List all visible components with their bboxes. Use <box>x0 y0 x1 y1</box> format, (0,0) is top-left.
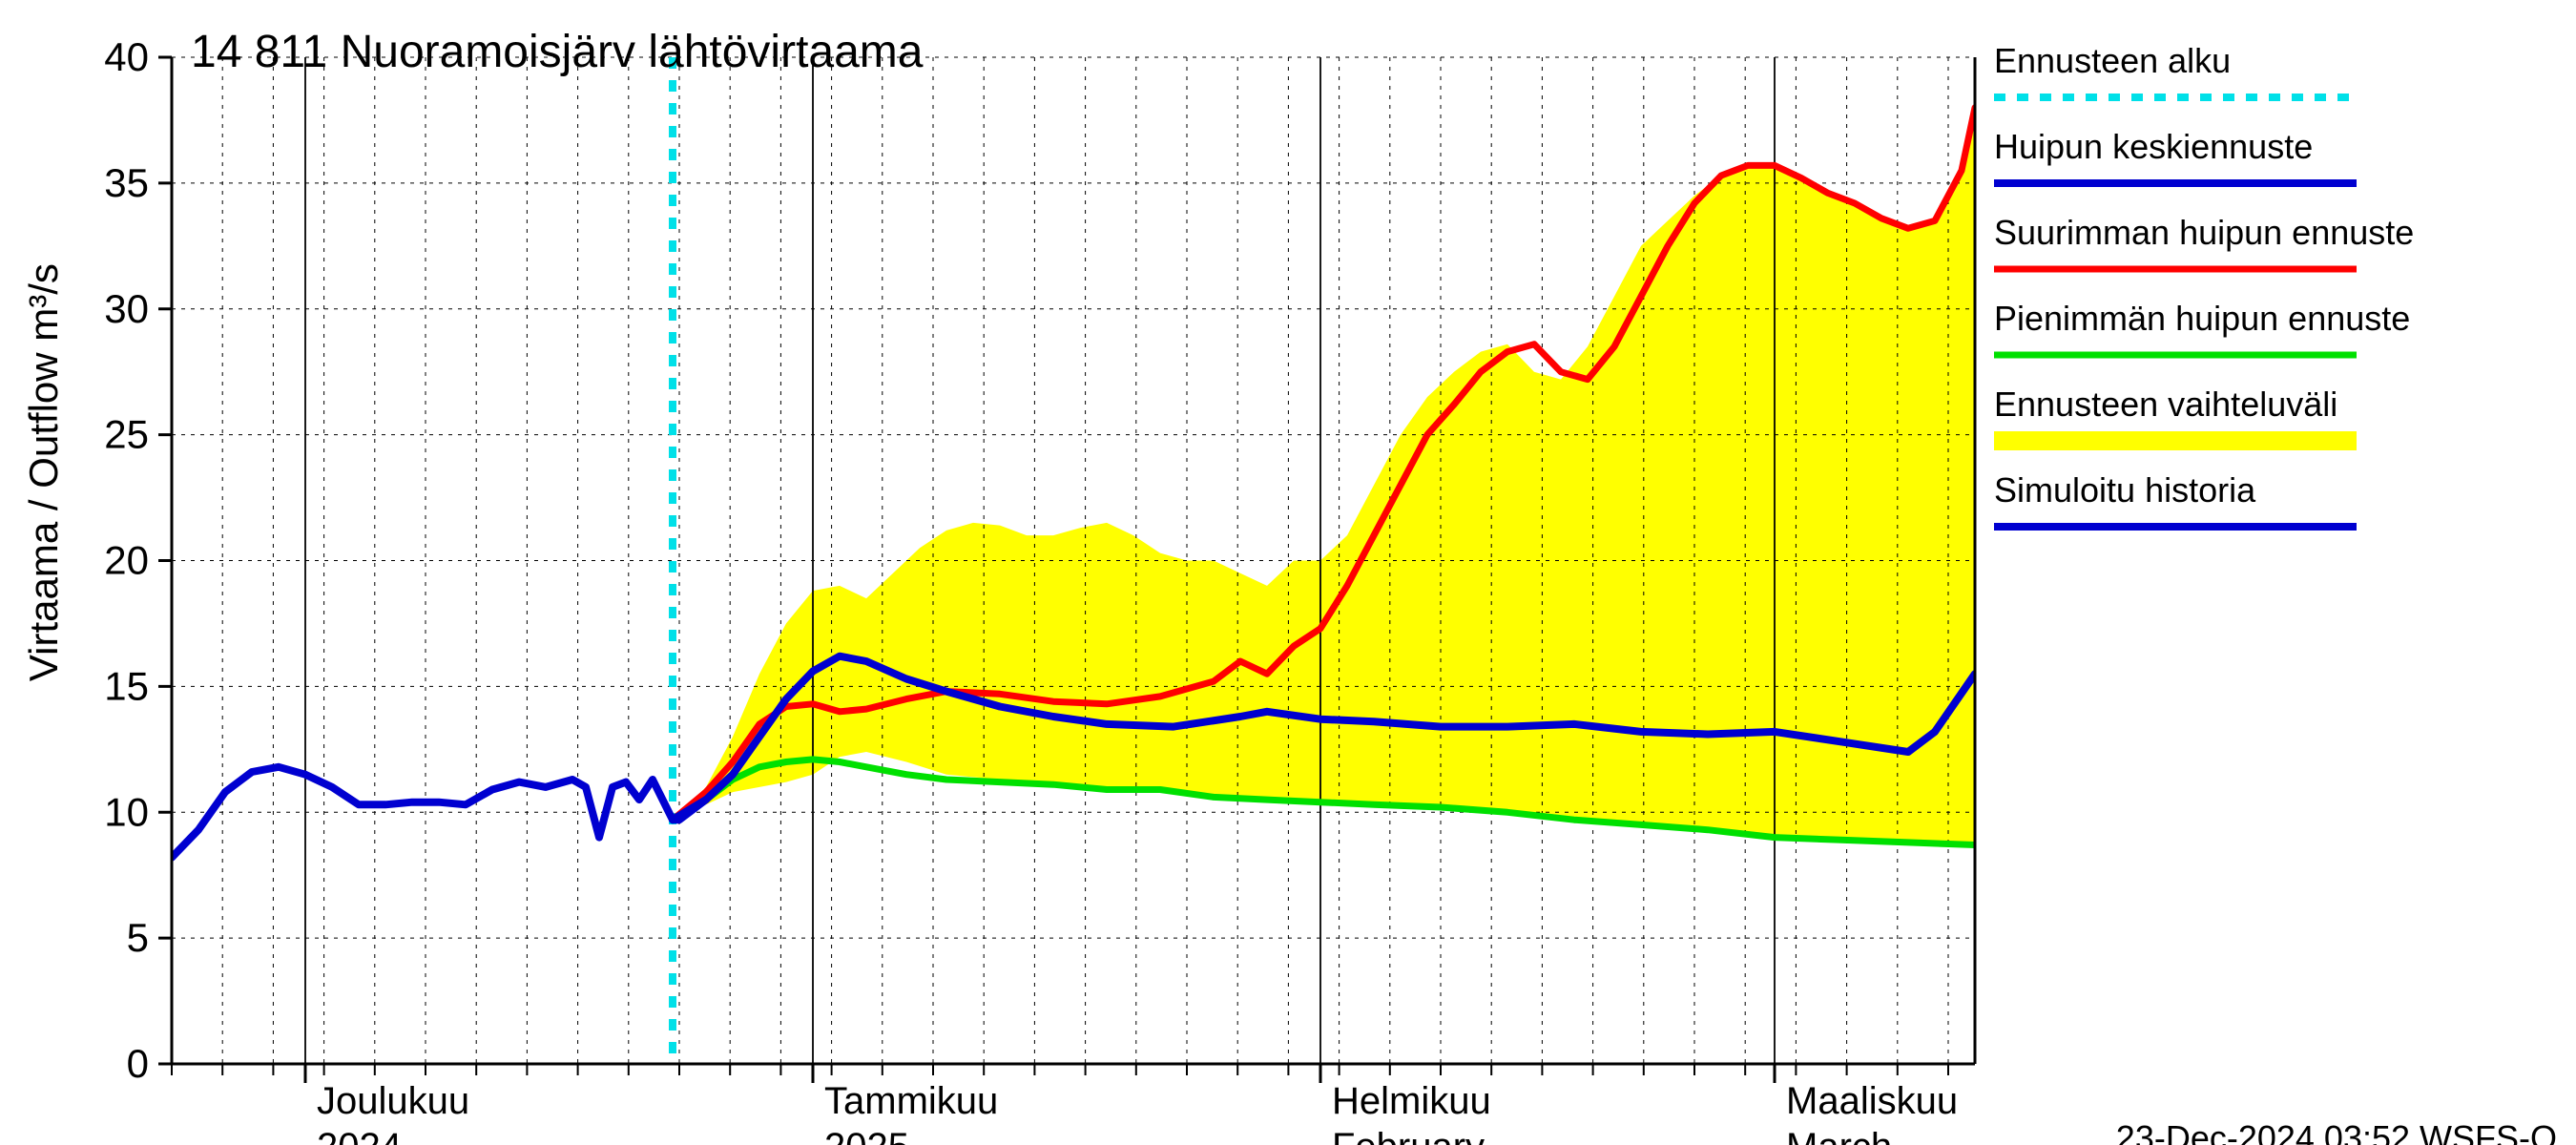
legend-label: Ennusteen vaihteluväli <box>1994 385 2337 424</box>
x-month-label: Maaliskuu <box>1786 1080 1958 1122</box>
x-month-label: Tammikuu <box>824 1080 998 1122</box>
legend-label: Pienimmän huipun ennuste <box>1994 299 2410 338</box>
chart-title: 14 811 Nuoramoisjärv lähtövirtaama <box>191 27 924 77</box>
y-tick-label: 35 <box>104 160 149 205</box>
y-tick-label: 10 <box>104 789 149 834</box>
footer-timestamp: 23-Dec-2024 03:52 WSFS-O <box>2116 1118 2557 1145</box>
x-month-label: Helmikuu <box>1332 1080 1491 1122</box>
x-month-sublabel: February <box>1332 1126 1485 1145</box>
x-month-label: Joulukuu <box>317 1080 469 1122</box>
y-tick-label: 30 <box>104 286 149 331</box>
legend-label: Suurimman huipun ennuste <box>1994 213 2414 252</box>
flow-forecast-chart: 0510152025303540Joulukuu2024Tammikuu2025… <box>0 0 2576 1145</box>
y-tick-label: 40 <box>104 34 149 79</box>
y-tick-label: 20 <box>104 538 149 583</box>
y-tick-label: 5 <box>127 915 149 960</box>
x-month-sublabel: March <box>1786 1126 1892 1145</box>
y-tick-label: 0 <box>127 1041 149 1086</box>
y-tick-label: 15 <box>104 663 149 708</box>
y-tick-label: 25 <box>104 412 149 457</box>
legend-label: Simuloitu historia <box>1994 470 2256 510</box>
y-axis-label: Virtaama / Outflow m³/s <box>21 263 66 681</box>
legend-label: Huipun keskiennuste <box>1994 127 2313 166</box>
x-month-sublabel: 2024 <box>317 1126 402 1145</box>
chart-svg: 0510152025303540Joulukuu2024Tammikuu2025… <box>0 0 2576 1145</box>
x-month-sublabel: 2025 <box>824 1126 909 1145</box>
legend-label: Ennusteen alku <box>1994 41 2231 80</box>
